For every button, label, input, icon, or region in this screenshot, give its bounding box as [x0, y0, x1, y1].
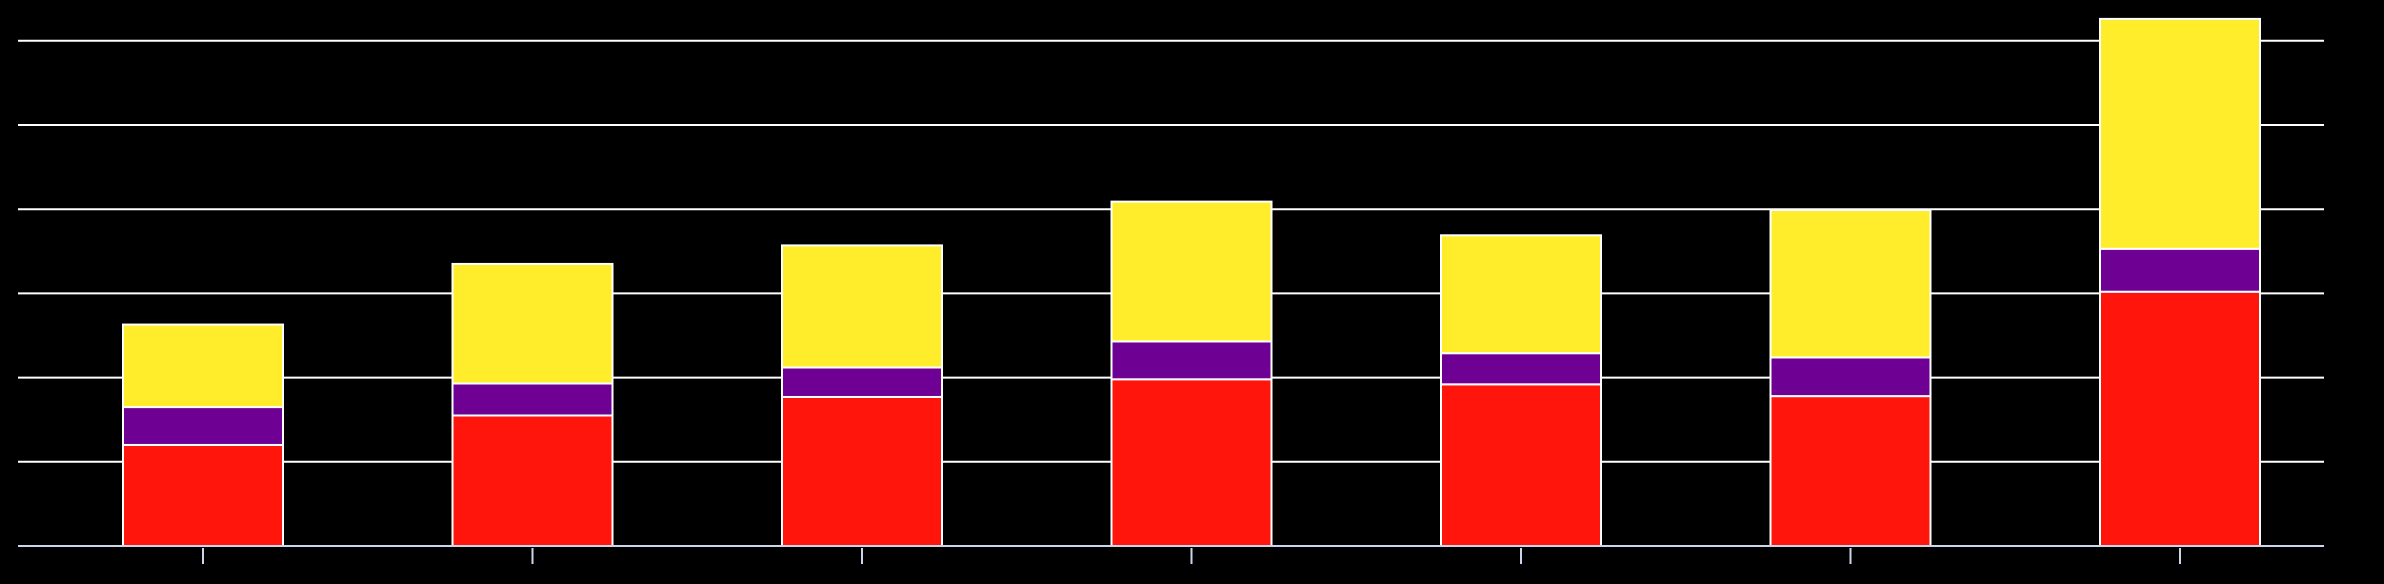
bar-4-series-1	[1440, 352, 1602, 386]
bar-5-series-0	[1769, 395, 1932, 547]
bar-3-series-0	[1110, 378, 1273, 547]
bar-2-series-0	[781, 395, 943, 547]
bar-0-series-0	[122, 443, 284, 547]
bar-3-series-2	[1110, 200, 1273, 343]
bar-1-series-1	[451, 382, 614, 417]
bar-5-series-2	[1769, 209, 1932, 359]
bar-6-series-2	[2099, 17, 2261, 250]
bar-1-series-0	[451, 414, 614, 547]
bar-2-series-2	[781, 244, 943, 369]
bar-4-series-2	[1440, 234, 1602, 355]
bar-3-series-1	[1110, 340, 1273, 381]
bar-6-series-0	[2099, 290, 2261, 547]
bar-4-series-0	[1440, 383, 1602, 547]
bars	[122, 17, 2261, 547]
bar-5-series-1	[1769, 356, 1932, 398]
bar-1-series-2	[451, 262, 614, 385]
bar-6-series-1	[2099, 247, 2261, 293]
bar-2-series-1	[781, 366, 943, 398]
bar-0-series-1	[122, 406, 284, 446]
bar-0-series-2	[122, 323, 284, 409]
x-axis	[18, 545, 2324, 564]
